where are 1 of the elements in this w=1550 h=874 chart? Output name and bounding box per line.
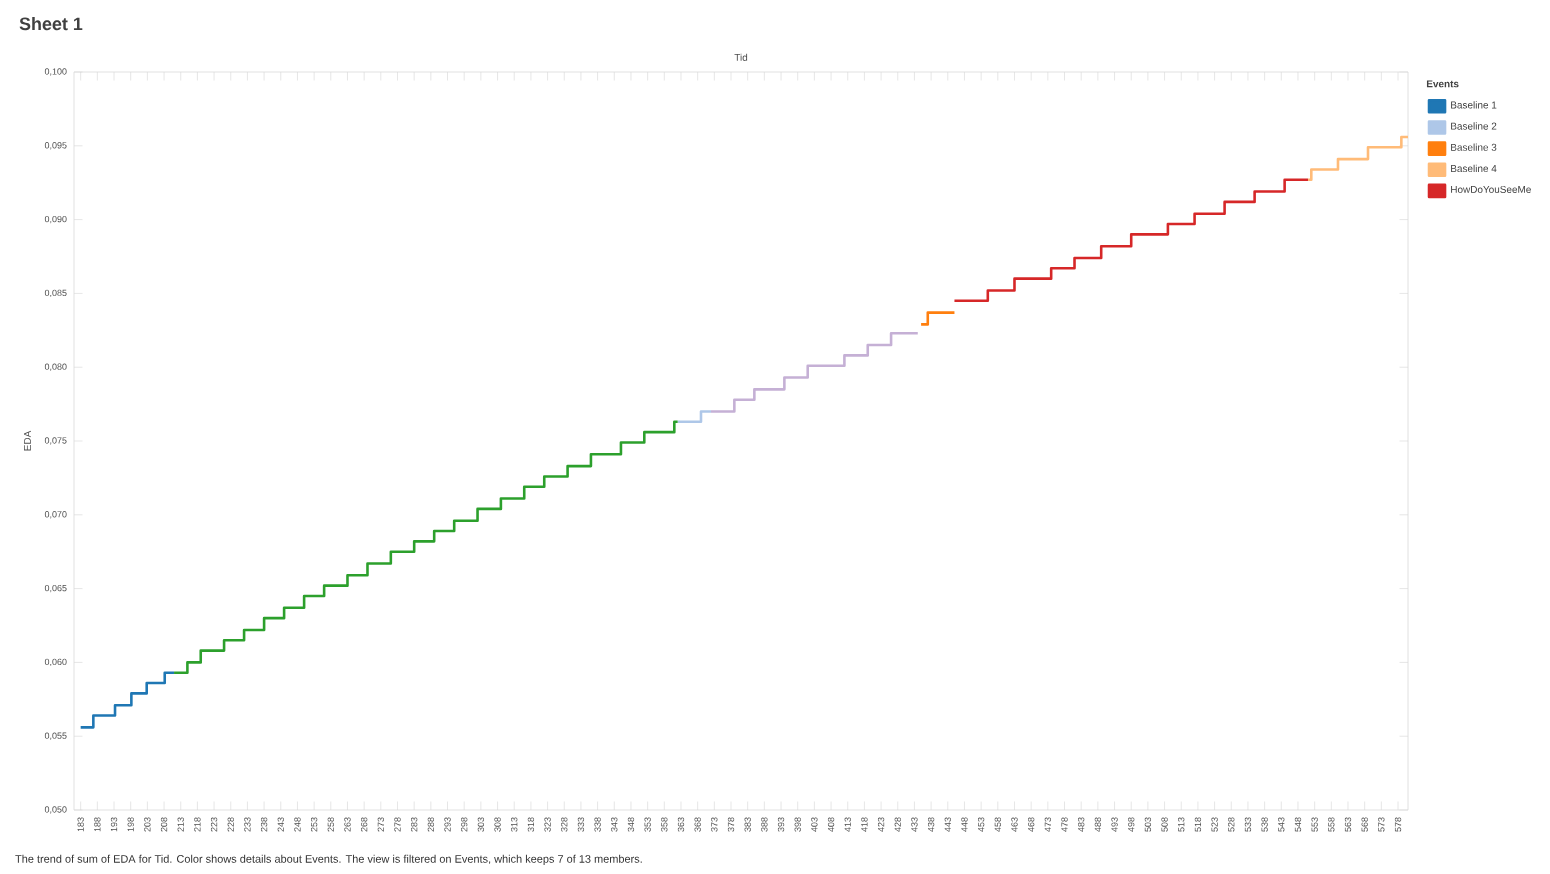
chart-title: Sheet 1 [19, 17, 83, 31]
